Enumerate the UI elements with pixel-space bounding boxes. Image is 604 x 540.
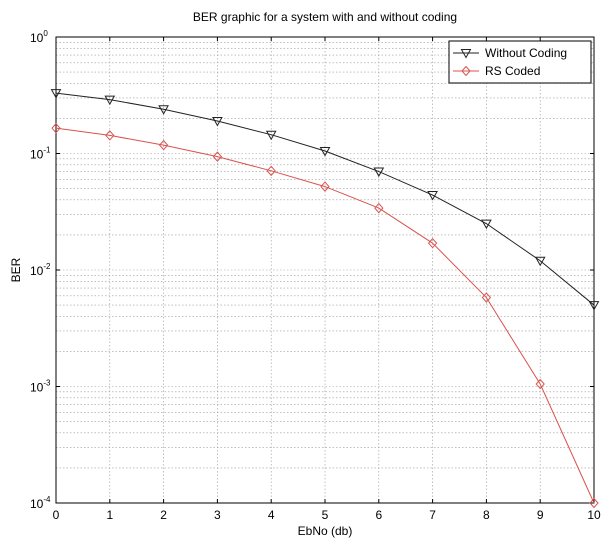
data-point bbox=[588, 301, 600, 311]
data-point bbox=[158, 105, 169, 115]
y-axis-label: BER bbox=[9, 257, 23, 282]
data-point bbox=[265, 130, 277, 141]
data-point bbox=[105, 130, 115, 141]
legend-label: Without Coding bbox=[485, 46, 567, 60]
legend-marker bbox=[461, 65, 471, 77]
x-tick-label: 0 bbox=[53, 508, 60, 522]
x-tick-label: 7 bbox=[429, 508, 436, 522]
data-point bbox=[534, 256, 546, 267]
data-point bbox=[374, 202, 384, 214]
data-point bbox=[51, 122, 61, 134]
data-point bbox=[589, 497, 599, 509]
legend-item: RS Coded bbox=[453, 64, 540, 78]
x-tick-label: 4 bbox=[268, 508, 275, 522]
x-tick-label: 2 bbox=[160, 508, 167, 522]
data-point bbox=[427, 237, 438, 249]
series-line bbox=[55, 127, 595, 504]
data-point bbox=[373, 167, 385, 178]
series-1 bbox=[50, 89, 600, 311]
x-tick-label: 5 bbox=[322, 508, 329, 522]
y-tick-label: 100 bbox=[30, 29, 48, 45]
data-point bbox=[50, 89, 62, 99]
legend-box bbox=[448, 40, 592, 84]
axis-ticks: 0 1 2 3 4 5 6 7 8 9 10 10-4 10-3 10-2 10-1 100 bbox=[30, 29, 601, 522]
data-point bbox=[158, 139, 169, 151]
legend-label: RS Coded bbox=[485, 64, 540, 78]
legend-marker bbox=[460, 49, 472, 59]
data-point bbox=[212, 117, 223, 127]
x-tick-label: 10 bbox=[587, 508, 601, 522]
x-tick-label: 9 bbox=[537, 508, 544, 522]
data-point bbox=[427, 191, 438, 201]
y-tick-label: 10-3 bbox=[30, 379, 51, 395]
y-tick-label: 10-2 bbox=[30, 262, 51, 278]
chart-title: BER graphic for a system with and withou… bbox=[193, 10, 457, 24]
legend-item: Without Coding bbox=[453, 46, 567, 60]
y-tick-label: 10-1 bbox=[30, 146, 51, 162]
y-tick-label: 10-4 bbox=[30, 495, 51, 511]
x-tick-label: 6 bbox=[375, 508, 382, 522]
series-line bbox=[55, 92, 595, 306]
data-point bbox=[481, 292, 492, 303]
grid-lines bbox=[56, 37, 594, 503]
data-point bbox=[319, 147, 331, 157]
data-point bbox=[535, 378, 545, 390]
series-2 bbox=[51, 122, 599, 509]
x-tick-label: 8 bbox=[483, 508, 490, 522]
data-point bbox=[212, 151, 223, 162]
x-axis-label: EbNo (db) bbox=[298, 524, 353, 538]
x-tick-label: 1 bbox=[106, 508, 113, 522]
data-point bbox=[320, 181, 330, 192]
x-tick-label: 3 bbox=[214, 508, 221, 522]
data-point bbox=[481, 219, 492, 230]
data-point bbox=[266, 165, 276, 177]
data-point bbox=[104, 95, 116, 106]
legend: Without Coding RS Coded bbox=[448, 40, 592, 84]
series-layer bbox=[50, 89, 600, 509]
